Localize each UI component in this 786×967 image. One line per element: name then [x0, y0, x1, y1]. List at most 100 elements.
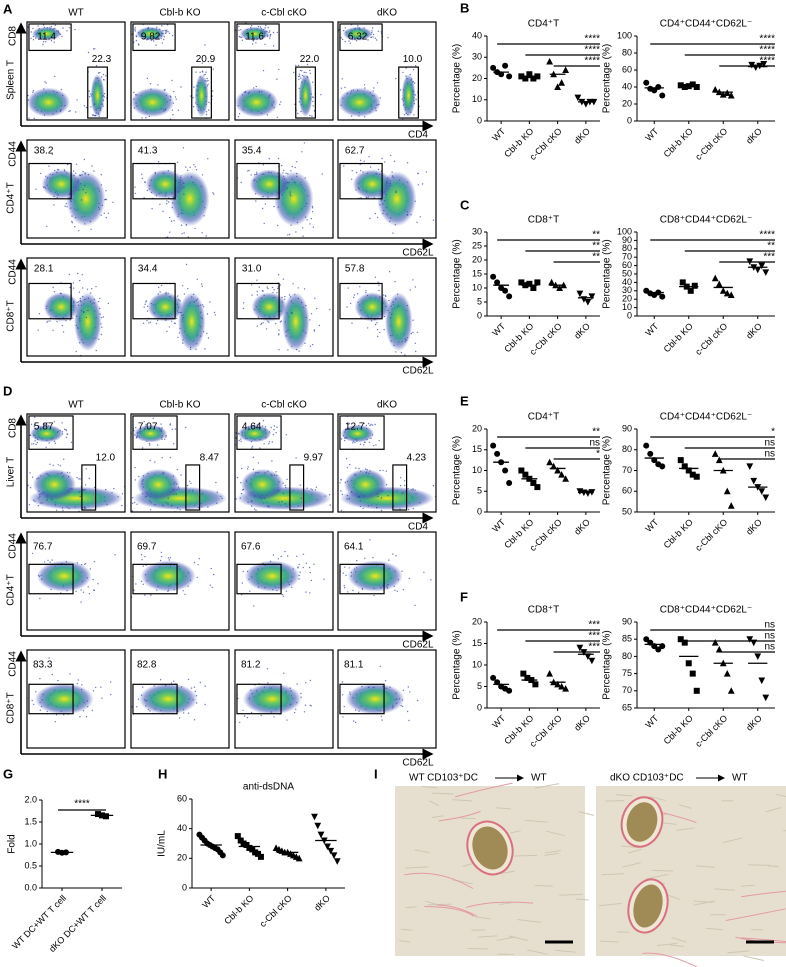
event-dot [363, 441, 366, 443]
event-dot [359, 159, 362, 161]
event-dot [44, 123, 45, 124]
y-axis-label: CD8 [8, 26, 19, 46]
gate [289, 464, 305, 511]
event-dot [25, 443, 26, 444]
event-dot [309, 571, 311, 574]
event-dot [84, 484, 87, 486]
event-dot [82, 489, 84, 491]
vessel-lumen [626, 802, 658, 842]
event-dot [101, 76, 103, 78]
event-dot [66, 433, 69, 435]
data-point [681, 639, 688, 646]
event-dot [185, 166, 187, 168]
event-dot [284, 484, 286, 487]
event-dot [403, 480, 406, 482]
event-dot [271, 286, 274, 289]
event-dot [134, 28, 136, 31]
event-dot [197, 305, 199, 307]
y-tick-label: 0 [477, 702, 482, 712]
event-dot [282, 278, 285, 280]
chart-title: anti-dsDNA [243, 782, 294, 793]
event-dot [395, 555, 397, 557]
event-dot [24, 40, 25, 41]
event-dot [84, 172, 86, 174]
event-dot [387, 495, 389, 497]
event-dot [42, 41, 45, 43]
gate [132, 563, 178, 595]
gate [339, 282, 383, 320]
data-point [715, 456, 723, 464]
event-dot [64, 205, 66, 207]
event-dot [103, 79, 105, 81]
event-dot [72, 170, 75, 172]
event-dot [347, 591, 349, 593]
event-dot [287, 555, 289, 557]
event-dot [174, 96, 177, 98]
event-dot [157, 161, 160, 163]
y-tick-label: 80 [622, 444, 632, 454]
gate [185, 464, 201, 511]
row-label: CD4⁺T [6, 182, 17, 213]
event-dot [412, 319, 414, 321]
y-tick-label: 60 [622, 64, 632, 74]
event-dot [183, 232, 185, 234]
event-dot [23, 28, 24, 29]
event-dot [173, 220, 175, 222]
event-dot [211, 586, 213, 588]
significance-label: ** [592, 427, 600, 438]
event-dot [32, 90, 35, 92]
event-dot [144, 555, 146, 558]
event-dot [207, 109, 210, 111]
event-dot [33, 443, 35, 445]
panel-letter: D [3, 383, 12, 398]
gate [236, 282, 280, 320]
event-dot [103, 212, 105, 214]
event-dot [301, 151, 303, 153]
event-dot [149, 509, 152, 511]
event-dot [265, 328, 268, 330]
event-dot [390, 154, 392, 156]
event-dot [53, 291, 56, 293]
event-dot [91, 165, 93, 167]
event-dot [97, 72, 100, 74]
row-label: CD4⁺T [6, 574, 17, 605]
event-dot [423, 571, 425, 573]
event-dot [194, 357, 195, 358]
event-dot [401, 705, 404, 708]
event-dot [152, 417, 154, 420]
event-dot [205, 235, 207, 237]
event-dot [303, 71, 305, 74]
event-dot [346, 498, 348, 500]
event-dot [357, 25, 359, 27]
event-dot [171, 428, 173, 431]
event-dot [335, 605, 336, 606]
event-dot [446, 486, 447, 487]
event-dot [399, 484, 402, 487]
event-dot [371, 30, 373, 32]
event-dot [142, 583, 144, 585]
flow-plot [23, 22, 125, 124]
event-dot [414, 286, 416, 288]
event-dot [369, 166, 372, 168]
event-dot [239, 721, 241, 724]
event-dot [230, 93, 231, 94]
y-tick-label: 60 [622, 486, 632, 496]
event-dot [289, 193, 291, 195]
plot-frame [234, 413, 334, 513]
y-axis-label: CD8 [8, 418, 19, 438]
event-dot [248, 169, 250, 172]
data-point [588, 293, 596, 300]
event-dot [303, 142, 306, 144]
data-point [651, 87, 658, 94]
event-dot [356, 559, 358, 562]
event-dot [416, 221, 418, 223]
event-dot [240, 181, 242, 184]
data-point [723, 670, 731, 677]
event-dot [201, 283, 203, 285]
gate-percentage: 10.0 [403, 54, 423, 65]
event-dot [101, 697, 103, 699]
gate [28, 282, 72, 320]
data-point [711, 450, 719, 457]
event-dot [251, 294, 253, 296]
event-dot [87, 174, 90, 176]
